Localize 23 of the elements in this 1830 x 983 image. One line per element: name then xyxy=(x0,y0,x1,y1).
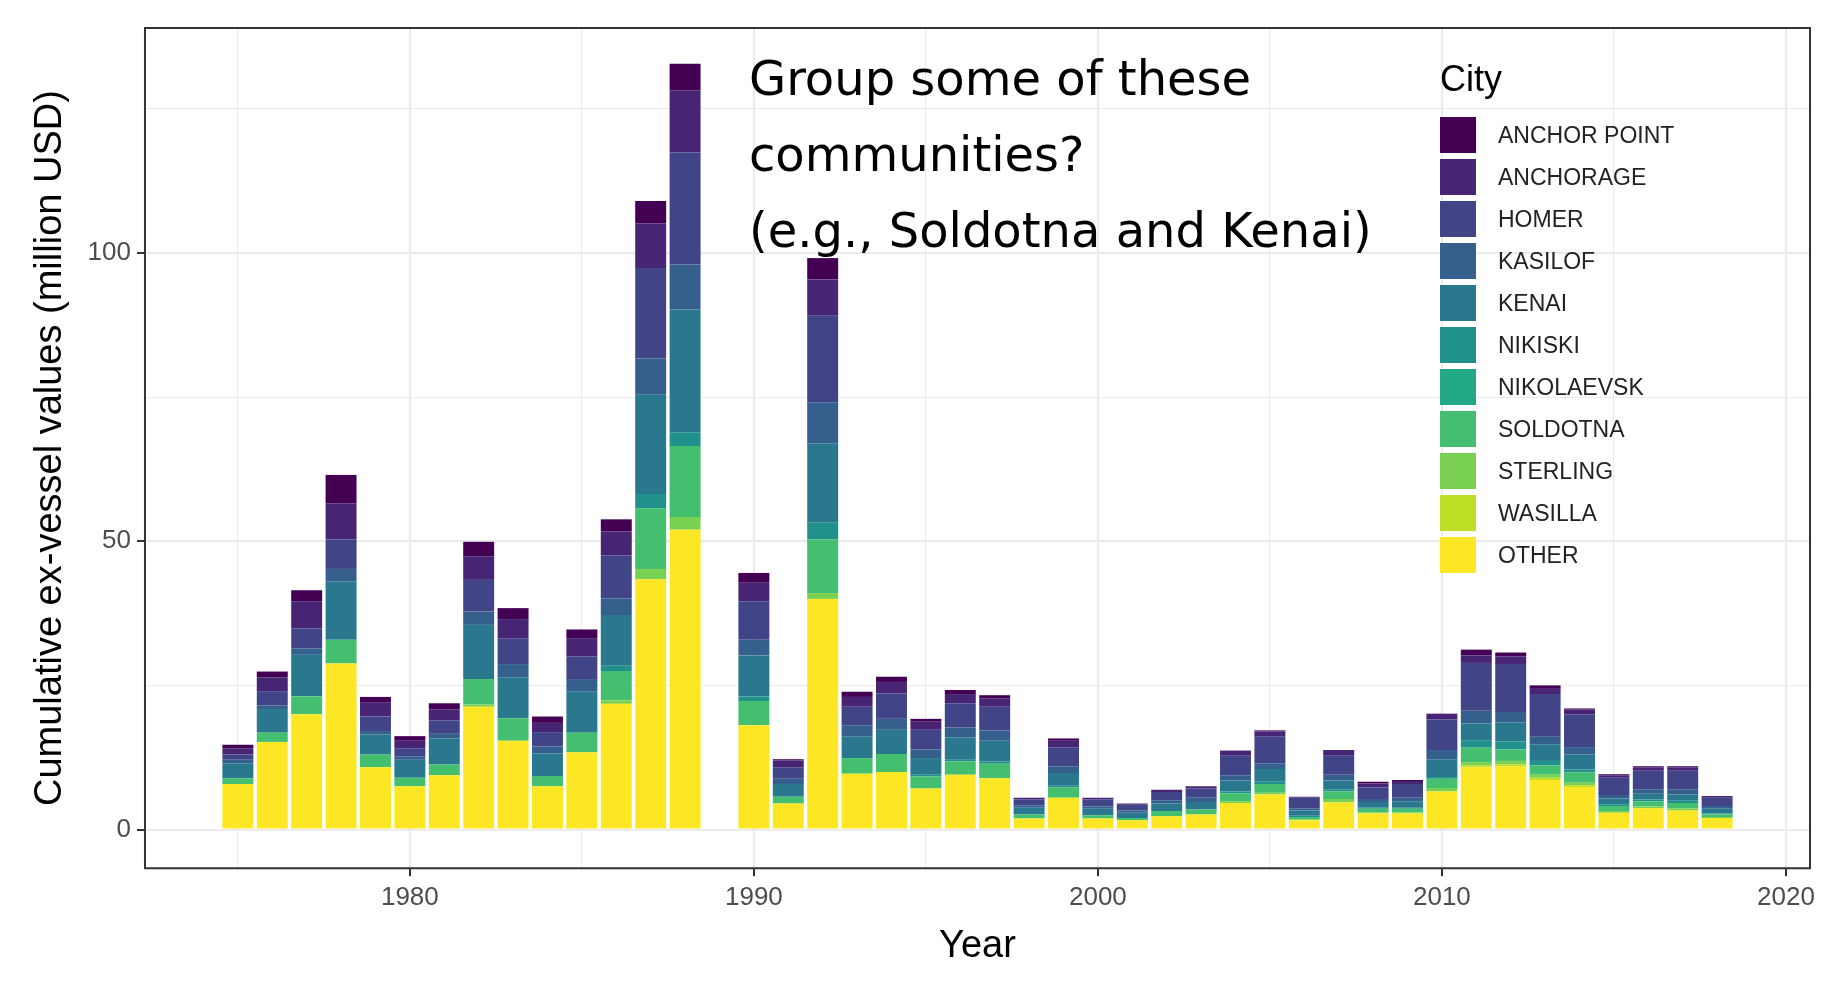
x-tick-label: 2000 xyxy=(1068,880,1127,911)
legend-label: KASILOF xyxy=(1498,247,1596,275)
annotation: Group some of these communities? (e.g., Soldotna and Kenai) xyxy=(748,49,1372,260)
legend-label: WASILLA xyxy=(1498,499,1597,527)
x-tick-label: 2020 xyxy=(1757,880,1815,911)
x-tick-label: 1980 xyxy=(380,880,439,911)
y-tick-label: 100 xyxy=(87,236,131,267)
legend-label: ANCHOR POINT xyxy=(1498,121,1675,149)
legend-label: NIKISKI xyxy=(1498,331,1580,359)
y-tick-label: 0 xyxy=(116,812,131,843)
legend-label: KENAI xyxy=(1498,289,1568,317)
x-tick-label: 2010 xyxy=(1412,880,1471,911)
legend-label: HOMER xyxy=(1498,205,1584,233)
y-axis-title: Cumulative ex-vessel values (million USD) xyxy=(27,90,70,807)
legend-label: ANCHORAGE xyxy=(1498,163,1647,191)
legend-label: NIKOLAEVSK xyxy=(1498,373,1644,401)
legend-title: City xyxy=(1440,58,1503,100)
legend-label: STERLING xyxy=(1498,457,1614,485)
legend-label: OTHER xyxy=(1498,541,1579,569)
y-tick-label: 50 xyxy=(102,524,131,555)
x-tick-label: 1990 xyxy=(724,880,783,911)
x-axis-title: Year xyxy=(939,922,1017,965)
legend-label: SOLDOTNA xyxy=(1498,415,1625,443)
